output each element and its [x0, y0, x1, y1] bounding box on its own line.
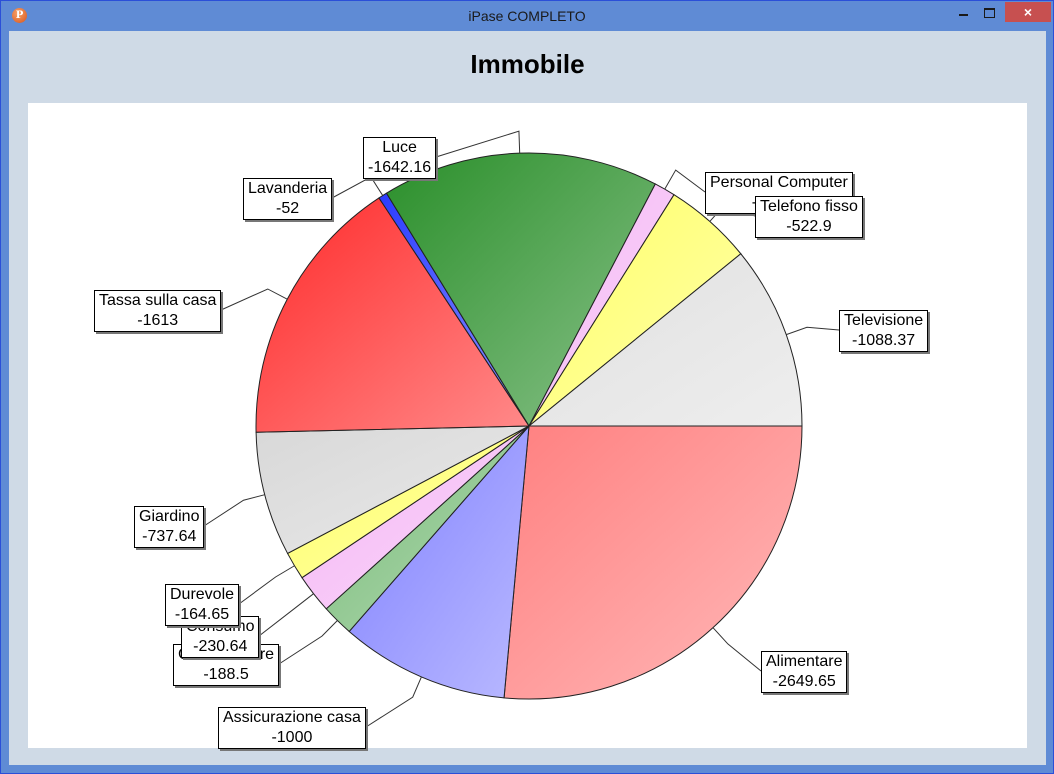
slice-label-name: Telefono fisso: [760, 198, 858, 215]
leader-line: [664, 169, 706, 193]
slice-label-name: Assicurazione casa: [223, 709, 361, 726]
slice-label-name: Lavanderia: [248, 180, 328, 197]
plot-area: Alimentare -2649.65 Assicurazione casa -100…: [28, 103, 1027, 749]
leader-line: [786, 326, 840, 336]
app-p-icon[interactable]: P: [12, 8, 27, 23]
leader-line: [238, 565, 295, 605]
slice-label-value: -1000: [271, 729, 313, 746]
slice-label-value: -52: [276, 200, 300, 217]
slice-label: Durevole -164.65: [165, 584, 240, 626]
slice-label: Alimentare -2649.65: [761, 651, 848, 693]
slice-label-name: Televisione: [844, 312, 924, 329]
leader-line: [435, 130, 521, 158]
slice-label-value: -737.64: [142, 528, 197, 545]
leader-line: [258, 593, 314, 637]
pie-slice[interactable]: [255, 197, 530, 433]
slice-label-name: Durevole: [170, 586, 235, 603]
pie-chart: [203, 130, 840, 728]
leader-line: [365, 676, 422, 728]
slice-label-value: -188.5: [203, 666, 249, 683]
slice-label-name: Luce: [382, 139, 417, 156]
minimize-button[interactable]: [946, 2, 974, 22]
chart-title: Immobile: [470, 49, 585, 79]
slice-label-value: -230.64: [193, 638, 248, 655]
slice-label: Luce -1642.16: [363, 137, 437, 179]
leader-line: [278, 620, 338, 665]
chart-panel: Immobile Alimentare -2649.65 Assicurazione…: [9, 31, 1046, 765]
pie-slice[interactable]: [385, 152, 656, 428]
slice-label: Televisione -1088.37: [839, 310, 929, 352]
slice-label-name: Giardino: [139, 508, 200, 525]
leader-line: [220, 288, 288, 311]
leader-line: [203, 494, 265, 527]
slice-label-value: -1613: [137, 312, 179, 329]
slice-label-name: Personal Computer: [710, 174, 848, 191]
slice-label-value: -164.65: [174, 606, 230, 623]
pie-slice[interactable]: [348, 424, 530, 699]
title-bar[interactable]: P iPase COMPLETO ×: [1, 1, 1053, 31]
close-button[interactable]: ×: [1005, 2, 1051, 22]
maximize-button[interactable]: [976, 2, 1004, 22]
slice-label-value: -2649.65: [772, 673, 836, 690]
leader-line: [331, 176, 384, 199]
slice-label-name: Alimentare: [766, 653, 843, 670]
slice-label: Giardino -737.64: [134, 506, 205, 548]
slice-label: Tassa sulla casa -1613: [94, 290, 222, 332]
slice-label-value: -522.9: [786, 218, 832, 235]
slice-label: Telefono fisso -522.9: [755, 196, 863, 238]
pie-slice[interactable]: [503, 425, 803, 700]
slice-label-name: Tassa sulla casa: [99, 292, 217, 309]
slice-label-value: -1642.16: [368, 159, 432, 176]
pie-slice[interactable]: [527, 253, 803, 427]
leader-line: [712, 627, 762, 672]
slice-label: Assicurazione casa -1000: [218, 707, 366, 749]
window-title: iPase COMPLETO: [468, 8, 586, 24]
slice-label-value: -1088.37: [851, 332, 916, 349]
slice-label: Lavanderia -52: [243, 178, 333, 220]
